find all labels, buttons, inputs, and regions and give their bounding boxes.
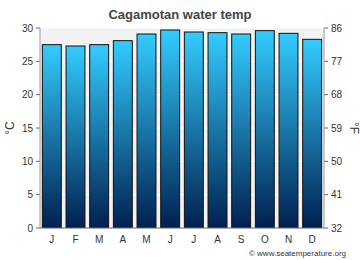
tick-label: 5 xyxy=(27,189,33,200)
y2-axis xyxy=(324,28,325,228)
category-label: M xyxy=(95,234,103,245)
category-label: M xyxy=(142,234,150,245)
category-label: F xyxy=(72,234,78,245)
tick-mark xyxy=(324,128,328,129)
bar xyxy=(303,39,322,228)
tick-mark xyxy=(324,28,328,29)
tick-label: 41 xyxy=(331,189,343,200)
tick-mark xyxy=(324,228,328,229)
y-axis xyxy=(40,28,41,228)
axis-label: °C xyxy=(3,121,17,135)
tick-mark xyxy=(324,94,328,95)
tick-label: 20 xyxy=(22,89,34,100)
title: Cagamotan water temp xyxy=(108,7,251,22)
tick-label: 32 xyxy=(331,223,343,234)
bars xyxy=(42,30,321,228)
tick-mark xyxy=(36,194,40,195)
bar xyxy=(279,33,298,228)
tick-label: 68 xyxy=(331,89,343,100)
bar xyxy=(255,31,274,228)
grid-line xyxy=(40,228,324,229)
tick-label: 30 xyxy=(22,23,34,34)
category-label: J xyxy=(168,234,173,245)
category-label: A xyxy=(119,234,126,245)
tick-mark xyxy=(324,61,328,62)
category-label: J xyxy=(49,234,54,245)
tick-label: 25 xyxy=(22,56,34,67)
bar xyxy=(208,33,227,228)
bar xyxy=(66,46,85,228)
tick-label: 59 xyxy=(331,123,343,134)
tick-mark xyxy=(36,128,40,129)
category-label: A xyxy=(214,234,221,245)
tick-mark xyxy=(36,161,40,162)
chart: 0 5 10 15 20 25 30 32 41 50 59 68 77 86 J F M A M J J A S O N D Ca… xyxy=(0,0,360,260)
tick-label: 15 xyxy=(22,123,34,134)
tick-mark xyxy=(36,94,40,95)
tick-label: 0 xyxy=(27,223,33,234)
tick-label: 77 xyxy=(331,56,343,67)
bar xyxy=(113,41,132,228)
bar xyxy=(184,32,203,228)
category-label: O xyxy=(261,234,269,245)
axis-label: °F xyxy=(347,122,360,134)
bar xyxy=(137,34,156,228)
category-label: J xyxy=(191,234,196,245)
x-axis xyxy=(40,228,324,229)
tick-mark xyxy=(36,228,40,229)
category-label: D xyxy=(309,234,316,245)
tick-mark xyxy=(36,28,40,29)
plot-background xyxy=(40,28,324,228)
grid-line xyxy=(40,28,324,29)
tick-label: 50 xyxy=(331,156,343,167)
tick-mark xyxy=(324,161,328,162)
bar xyxy=(161,30,180,228)
bar xyxy=(232,34,251,228)
category-label: N xyxy=(285,234,292,245)
tick-label: 10 xyxy=(22,156,34,167)
tick-mark xyxy=(324,194,328,195)
bar xyxy=(42,45,61,228)
tick-mark xyxy=(36,61,40,62)
category-label: S xyxy=(238,234,245,245)
source-note: © www.seatemperature.org xyxy=(249,249,346,258)
tick-label: 86 xyxy=(331,23,343,34)
bar xyxy=(90,45,109,228)
